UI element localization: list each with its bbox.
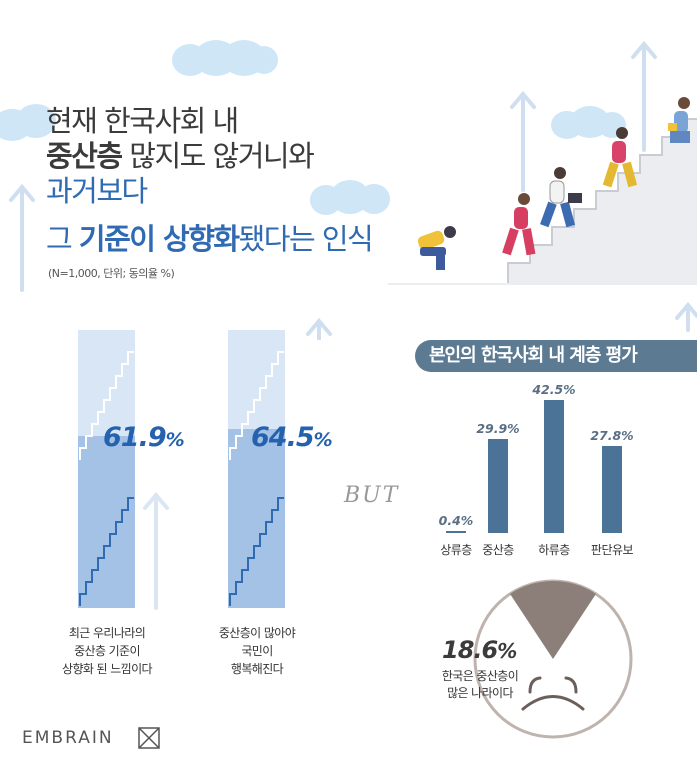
person-icon [602,127,638,188]
brand-logo-text: EMBRAIN [22,728,114,748]
bar-value-label: 27.8% [590,428,634,443]
stair-bar-2 [228,330,285,608]
arrow-up-icon [306,317,332,340]
caption-line: 한국은 중산층이 [441,669,519,683]
value-unit: % [165,429,185,451]
stair-pattern [79,351,134,606]
bar-value-label: 42.5% [532,382,576,397]
title-line-2: 중산층 많지도 않거니와 [46,138,315,174]
chart-title-pill: 본인의 한국사회 내 계층 평가 [415,340,697,372]
percent-label-2: 64.5% [251,422,333,453]
percent-label-1: 61.9% [103,422,185,453]
subtitle: (N=1,000, 단위; 동의율 %) [48,267,175,280]
title-highlight: 기준이 상향화 [78,222,240,256]
title-text: 많지도 않거니와 [121,139,314,173]
caption-line: 최근 우리나라의 [68,626,146,640]
caption-1: 최근 우리나라의 중산층 기준이 상향화 된 느낌이다 [57,624,157,678]
arrow-up-icon [631,40,657,152]
bar-중산층 [488,439,508,533]
value-unit: % [497,639,517,663]
arrow-up-icon [510,90,536,192]
bar-판단유보 [602,446,622,533]
bar-하류층 [544,400,564,533]
arrow-up-icon [675,301,697,332]
bottom-caption: 한국은 중산층이 많은 나라이다 [425,668,535,702]
bar-value-label: 29.9% [476,421,520,436]
arrow-up-icon [9,183,35,292]
caption-line: 상향화 된 느낌이다 [62,662,153,676]
sad-face-icon [521,676,585,711]
bar-value-label: 0.4% [438,513,474,528]
title-line-1: 현재 한국사회 내 [46,104,239,138]
value-number: 61.9 [103,422,167,453]
cloud-icon [172,40,278,76]
pie-slice [510,580,596,659]
bar-category-label: 상류층 [440,543,472,557]
brand-logo: EMBRAIN [22,728,114,748]
bar-category-label: 중산층 [482,543,514,557]
caption-line: 중산층 기준이 [74,644,140,658]
staircase-shape [388,119,697,285]
title-highlight: 중산층 [46,139,123,173]
stair-bar-1 [78,330,135,608]
value-unit: % [313,429,333,451]
title-line-3: 과거보다 [46,174,148,208]
stairs-illustration [388,97,697,285]
title-text: 그 [46,222,79,256]
sad-face-pie [473,579,633,739]
stair-bar-fill [78,436,135,608]
value-number: 18.6 [442,636,498,664]
but-text: BUT [344,483,400,508]
bar-category-label: 판단유보 [590,543,634,557]
caption-line: 중산층이 많아야 [218,626,296,640]
person-icon [502,193,536,256]
brand-logo-icon [138,727,160,749]
cloud-icon [551,106,626,139]
person-icon [540,167,582,228]
person-icon [417,226,456,270]
decor-clouds [0,40,697,340]
title-text: 됐다는 인식 [238,222,374,256]
cloud-icon [310,180,390,215]
bar-category-label: 하류층 [538,543,570,557]
bar-상류층 [446,531,466,533]
person-icon [668,97,690,143]
caption-line: 국민이 [241,644,273,658]
stair-bar-fill [228,429,285,608]
value-number: 64.5 [251,422,315,453]
title-line-4: 그 기준이 상향화됐다는 인식 [46,221,374,257]
caption-line: 많은 나라이다 [447,686,513,700]
bottom-percent: 18.6% [442,636,517,664]
stair-pattern [229,351,284,606]
caption-2: 중산층이 많아야 국민이 행복해진다 [207,624,307,678]
caption-line: 행복해진다 [230,662,284,676]
arrow-up-icon [143,491,169,610]
cloud-icon [0,104,56,141]
